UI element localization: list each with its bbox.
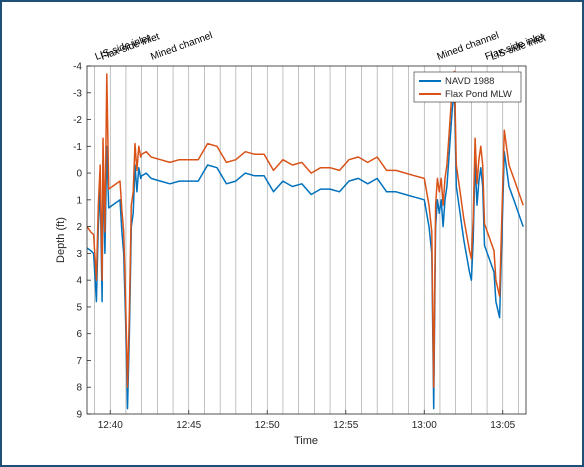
plot-area — [87, 66, 526, 414]
plot-border — [86, 65, 527, 415]
legend-box — [413, 71, 522, 103]
annotation-2: Mined channel — [149, 30, 214, 63]
y-tick-label-11: 7 — [76, 356, 82, 367]
y-axis-label: Depth (ft) — [55, 217, 67, 263]
y-tick-label-1: -3 — [73, 88, 82, 99]
y-tick-label-12: 8 — [76, 383, 82, 394]
legend-label-flax-pond-mlw: Flax Pond MLW — [445, 89, 512, 100]
y-tick-label-2: -2 — [73, 115, 82, 126]
x-axis-ticks: 12:40 12:45 12:50 12:55 13:00 13:05 — [98, 410, 516, 431]
x-tick-label-5: 13:05 — [490, 420, 515, 431]
series-line-1 — [87, 70, 524, 388]
x-tick-label-1: 12:45 — [176, 420, 201, 431]
y-tick-label-9: 5 — [76, 302, 82, 313]
x-tick-label-0: 12:40 — [98, 420, 123, 431]
y-tick-label-3: -1 — [73, 142, 82, 153]
series-line-0 — [87, 92, 524, 410]
y-tick-label-0: -4 — [73, 62, 82, 73]
grid-lines — [94, 66, 519, 414]
y-tick-label-4: 0 — [76, 169, 82, 180]
y-axis-ticks: -4 -3 -2 -1 0 1 2 3 4 5 6 7 8 9 — [73, 62, 91, 421]
x-axis-label: Time — [294, 435, 318, 447]
legend: NAVD 1988 Flax Pond MLW — [413, 71, 522, 103]
y-tick-label-5: 1 — [76, 195, 82, 206]
x-tick-label-4: 13:00 — [412, 420, 437, 431]
x-tick-label-3: 12:55 — [333, 420, 358, 431]
y-tick-label-13: 9 — [76, 410, 82, 421]
y-tick-label-8: 4 — [76, 276, 82, 287]
y-tick-label-7: 3 — [76, 249, 82, 260]
y-tick-label-6: 2 — [76, 222, 82, 233]
series-layer — [87, 70, 524, 410]
legend-label-navd-1988: NAVD 1988 — [445, 76, 494, 87]
x-tick-label-2: 12:50 — [255, 420, 280, 431]
y-tick-label-10: 6 — [76, 329, 82, 340]
